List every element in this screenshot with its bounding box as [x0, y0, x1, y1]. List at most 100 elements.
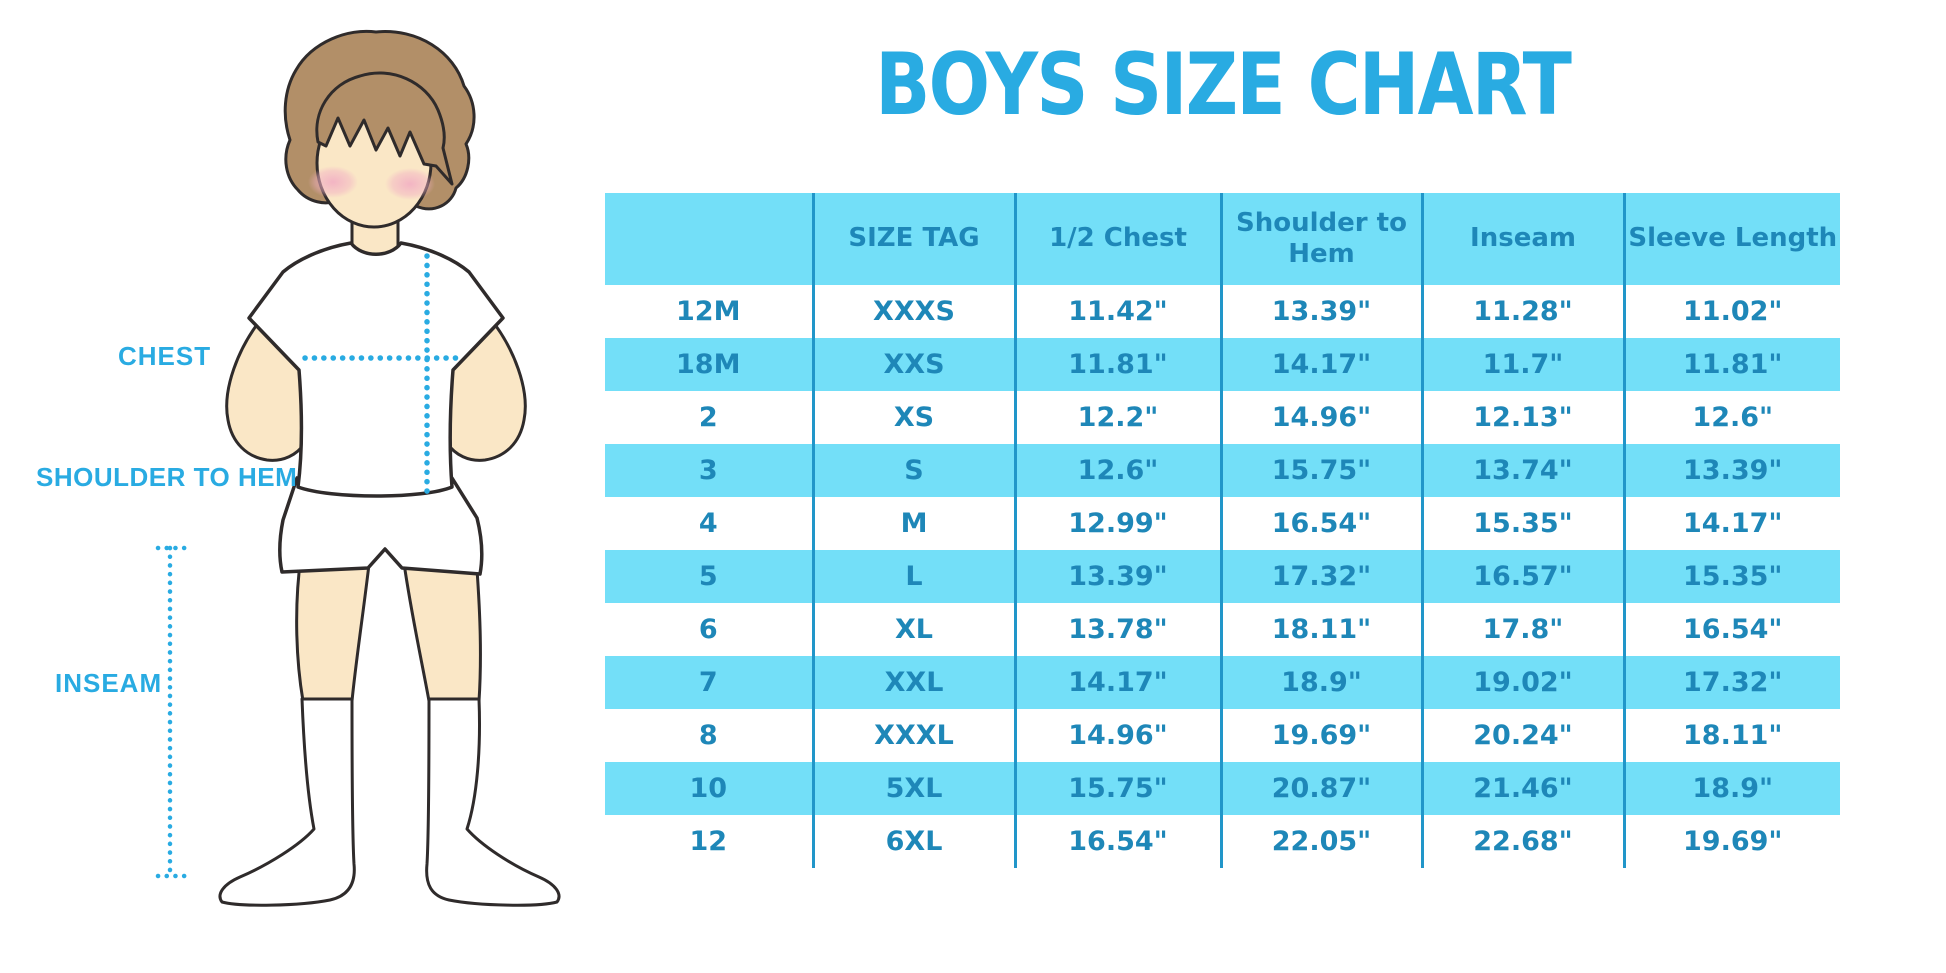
measurement-cell: 15.75": [1219, 444, 1422, 497]
measurement-cell: 13.74": [1420, 444, 1624, 497]
table-row: 2 XS 12.2" 14.96" 12.13" 12.6": [605, 391, 1840, 444]
measurement-cell: 14.96": [1013, 709, 1221, 762]
measurement-cell: L: [811, 550, 1015, 603]
hair-fringe: [315, 71, 454, 186]
header-cell: SIZE TAG: [811, 193, 1015, 285]
size-table-body: 12M XXXS 11.42" 13.39" 11.28" 11.02" 18M XXS 11.…: [605, 285, 1840, 868]
measurement-cell: 22.68": [1420, 815, 1624, 868]
measurement-cell: 11.81": [1013, 338, 1221, 391]
measurement-cell: 14.17": [1622, 497, 1840, 550]
measurement-cell: 13.78": [1013, 603, 1221, 656]
measurement-cell: 18.11": [1622, 709, 1840, 762]
measurement-cell: 22.05": [1219, 815, 1422, 868]
measurement-cell: XXXL: [811, 709, 1015, 762]
row-size-label: 10: [689, 773, 728, 804]
measurement-cell: 19.69": [1622, 815, 1840, 868]
measurement-cell: 5XL: [811, 762, 1015, 815]
inseam-dotted-line: [155, 545, 193, 879]
measurement-cell: 19.02": [1420, 656, 1624, 709]
chest-label: CHEST: [118, 341, 212, 371]
header-cell: Sleeve Length: [1622, 193, 1840, 285]
measurement-cell: 15.35": [1622, 550, 1840, 603]
inseam-label: INSEAM: [55, 668, 163, 698]
measurement-cell: XS: [811, 391, 1015, 444]
measurement-cell: 12.99": [1013, 497, 1221, 550]
row-size-label: 2: [698, 402, 718, 433]
shoulder-to-hem-label: SHOULDER TO HEM: [36, 462, 298, 492]
sock-right: [425, 697, 561, 907]
table-row: 6 XL 13.78" 18.11" 17.8" 16.54": [605, 603, 1840, 656]
blush-left: [308, 166, 358, 198]
measurement-cell: XXXS: [811, 285, 1015, 338]
leg-left: [295, 554, 372, 703]
measurement-cell: 6XL: [811, 815, 1015, 868]
measurement-cell: 19.69": [1219, 709, 1422, 762]
table-row: 7 XXL 14.17" 18.9" 19.02" 17.32": [605, 656, 1840, 709]
row-size-label: 7: [698, 667, 718, 698]
measurement-cell: 13.39": [1622, 444, 1840, 497]
size-table-wrap: SIZE TAG 1/2 Chest Shoulder to Hem Inseam Sl…: [605, 193, 1840, 868]
row-size-label: 12: [689, 826, 728, 857]
measurement-cell: 16.57": [1420, 550, 1624, 603]
measurement-cell: 17.32": [1219, 550, 1422, 603]
boy-illustration: [155, 29, 561, 907]
measurement-cell: XXL: [811, 656, 1015, 709]
measurement-cell: 17.32": [1622, 656, 1840, 709]
measurement-cell: M: [811, 497, 1015, 550]
measurement-cell: 17.8": [1420, 603, 1624, 656]
measurement-cell: 12.6": [1013, 444, 1221, 497]
table-row: 12 6XL 16.54" 22.05" 22.68" 19.69": [605, 815, 1840, 868]
row-size-label: 3: [698, 455, 718, 486]
measurement-cell: 11.7": [1420, 338, 1624, 391]
measurement-cell: 14.17": [1219, 338, 1422, 391]
measurement-cell: 20.87": [1219, 762, 1422, 815]
row-size-label: 4: [698, 508, 718, 539]
leg-right: [401, 554, 482, 703]
row-size-label: 8: [698, 720, 718, 751]
measurement-cell: 12.13": [1420, 391, 1624, 444]
header-cell-blank: [605, 193, 813, 285]
header-cell: Inseam: [1420, 193, 1624, 285]
blush-right: [385, 168, 435, 200]
table-row: 12M XXXS 11.42" 13.39" 11.28" 11.02": [605, 285, 1840, 338]
table-row: 5 L 13.39" 17.32" 16.57" 15.35": [605, 550, 1840, 603]
measurement-cell: 13.39": [1013, 550, 1221, 603]
measurement-cell: 20.24": [1420, 709, 1624, 762]
measurement-cell: 14.17": [1013, 656, 1221, 709]
measurement-cell: 16.54": [1219, 497, 1422, 550]
measurement-cell: 18.11": [1219, 603, 1422, 656]
row-size-label: 5: [698, 561, 718, 592]
table-row: 10 5XL 15.75" 20.87" 21.46" 18.9": [605, 762, 1840, 815]
tshirt: [247, 241, 505, 498]
header-cell: 1/2 Chest: [1013, 193, 1221, 285]
measurement-cell: 15.35": [1420, 497, 1624, 550]
measurement-cell: 14.96": [1219, 391, 1422, 444]
table-row: 18M XXS 11.81" 14.17" 11.7" 11.81": [605, 338, 1840, 391]
sock-left: [218, 697, 356, 907]
measurement-cell: 11.42": [1013, 285, 1221, 338]
measurement-cell: XL: [811, 603, 1015, 656]
measurement-cell: 15.75": [1013, 762, 1221, 815]
measurement-cell: 18.9": [1622, 762, 1840, 815]
measurement-cell: 12.6": [1622, 391, 1840, 444]
table-row: 4 M 12.99" 16.54" 15.35" 14.17": [605, 497, 1840, 550]
measurement-cell: 11.02": [1622, 285, 1840, 338]
measurement-cell: 12.2": [1013, 391, 1221, 444]
row-size-label: 18M: [676, 349, 741, 380]
measurement-cell: 16.54": [1013, 815, 1221, 868]
measurement-cell: 21.46": [1420, 762, 1624, 815]
header-cell: Shoulder to Hem: [1219, 193, 1422, 285]
measurement-cell: 11.81": [1622, 338, 1840, 391]
table-row: 8 XXXL 14.96" 19.69" 20.24" 18.11": [605, 709, 1840, 762]
measurement-cell: 18.9": [1219, 656, 1422, 709]
measurement-cell: S: [811, 444, 1015, 497]
row-size-label: 6: [698, 614, 718, 645]
size-table: SIZE TAG 1/2 Chest Shoulder to Hem Inseam Sl…: [605, 193, 1840, 868]
size-table-header-row: SIZE TAG 1/2 Chest Shoulder to Hem Inseam Sl…: [605, 193, 1840, 285]
measurement-cell: 13.39": [1219, 285, 1422, 338]
measurement-cell: 16.54": [1622, 603, 1840, 656]
measurement-cell: XXS: [811, 338, 1015, 391]
table-row: 3 S 12.6" 15.75" 13.74" 13.39": [605, 444, 1840, 497]
measurement-cell: 11.28": [1420, 285, 1624, 338]
